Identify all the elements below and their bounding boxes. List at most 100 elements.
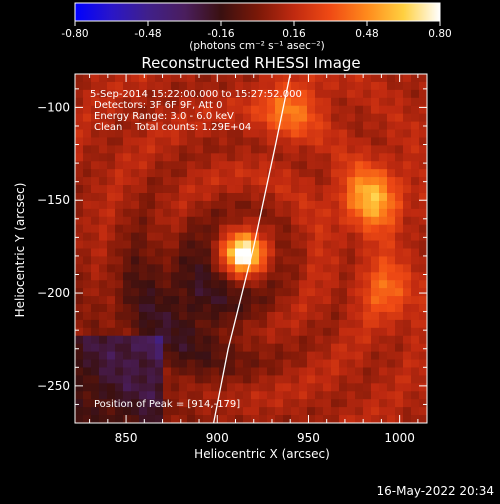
- heatmap-cell: [339, 327, 348, 337]
- heatmap-cell: [139, 375, 148, 384]
- heatmap-cell: [339, 407, 348, 416]
- heatmap-cell: [323, 121, 332, 130]
- heatmap-cell: [171, 137, 180, 146]
- heatmap-cell: [115, 248, 124, 257]
- heatmap-cell: [147, 161, 156, 170]
- heatmap-cell: [259, 224, 268, 234]
- heatmap-cell: [411, 256, 420, 265]
- heatmap-cell: [163, 264, 172, 273]
- heatmap-cell: [171, 367, 180, 376]
- heatmap-cell: [387, 240, 396, 249]
- heatmap-cell: [75, 311, 84, 321]
- heatmap-cell: [227, 288, 236, 297]
- heatmap-cell: [331, 208, 340, 218]
- heatmap-cell: [107, 89, 116, 99]
- heatmap-cell: [355, 105, 364, 115]
- heatmap-cell: [355, 121, 364, 130]
- heatmap-cell: [235, 192, 244, 202]
- heatmap-cell: [259, 288, 268, 297]
- heatmap-cell: [395, 272, 404, 281]
- heatmap-cell: [355, 216, 364, 226]
- heatmap-cell: [99, 216, 108, 226]
- heatmap-cell: [283, 137, 292, 146]
- heatmap-cell: [83, 240, 92, 249]
- heatmap-cell: [307, 343, 316, 353]
- heatmap-cell: [339, 105, 348, 115]
- heatmap-cell: [363, 327, 372, 337]
- heatmap-cell: [339, 169, 348, 178]
- heatmap-cell: [331, 161, 340, 170]
- heatmap-cell: [411, 375, 420, 384]
- heatmap-cell: [155, 121, 164, 130]
- heatmap-cell: [403, 185, 412, 194]
- heatmap-cell: [339, 192, 348, 202]
- heatmap-cell: [323, 296, 332, 305]
- heatmap-cell: [419, 256, 427, 265]
- heatmap-cell: [75, 200, 84, 210]
- heatmap-cell: [371, 161, 380, 170]
- heatmap-cell: [203, 240, 212, 249]
- heatmap-cell: [123, 200, 132, 210]
- heatmap-cell: [347, 97, 356, 107]
- heatmap-cell: [99, 375, 108, 384]
- heatmap-cell: [339, 399, 348, 408]
- x-tick-label: 950: [297, 431, 320, 445]
- heatmap-cell: [395, 232, 404, 241]
- heatmap-cell: [395, 97, 404, 107]
- heatmap-cell: [83, 192, 92, 202]
- heatmap-cell: [251, 129, 260, 138]
- heatmap-cell: [115, 383, 124, 392]
- heatmap-cell: [163, 407, 172, 416]
- heatmap-cell: [403, 121, 412, 130]
- heatmap-cell: [379, 272, 388, 281]
- heatmap-cell: [267, 129, 276, 138]
- heatmap-cell: [83, 311, 92, 321]
- heatmap-cell: [147, 145, 156, 154]
- heatmap-cell: [187, 232, 196, 241]
- heatmap-cell: [347, 248, 356, 257]
- heatmap-cell: [339, 367, 348, 376]
- heatmap-cell: [403, 240, 412, 249]
- heatmap-cell: [203, 105, 212, 115]
- heatmap-cell: [131, 192, 140, 202]
- heatmap-cell: [75, 367, 84, 376]
- heatmap-cell: [107, 311, 116, 321]
- heatmap-cell: [203, 359, 212, 368]
- heatmap-cell: [371, 216, 380, 226]
- heatmap-cell: [203, 137, 212, 146]
- heatmap-cell: [371, 288, 380, 297]
- heatmap-cell: [99, 399, 108, 408]
- heatmap-cell: [211, 129, 220, 138]
- heatmap-cell: [123, 137, 132, 146]
- heatmap-cell: [395, 280, 404, 289]
- heatmap-cell: [395, 327, 404, 337]
- heatmap-cell: [251, 248, 260, 257]
- heatmap-cell: [323, 399, 332, 408]
- heatmap-cell: [123, 105, 132, 115]
- heatmap-cell: [139, 200, 148, 210]
- heatmap-cell: [299, 343, 308, 353]
- heatmap-cell: [395, 375, 404, 384]
- heatmap-cell: [195, 121, 204, 130]
- heatmap-cell: [371, 121, 380, 130]
- heatmap-cell: [403, 327, 412, 337]
- heatmap-cell: [99, 145, 108, 154]
- heatmap-cell: [155, 391, 164, 400]
- heatmap-cell: [275, 311, 284, 321]
- heatmap-cell: [99, 311, 108, 321]
- heatmap-cell: [251, 335, 260, 345]
- heatmap-cell: [187, 81, 196, 91]
- heatmap-cell: [355, 153, 364, 162]
- heatmap-cell: [323, 192, 332, 202]
- heatmap-cell: [291, 296, 300, 305]
- heatmap-cell: [371, 383, 380, 392]
- heatmap-cell: [347, 216, 356, 226]
- heatmap-cell: [387, 153, 396, 162]
- heatmap-cell: [195, 185, 204, 194]
- heatmap-cell: [355, 280, 364, 289]
- heatmap-cell: [203, 89, 212, 99]
- heatmap-cell: [291, 343, 300, 353]
- heatmap-cell: [419, 74, 427, 83]
- heatmap-cell: [83, 407, 92, 416]
- heatmap-cell: [387, 319, 396, 329]
